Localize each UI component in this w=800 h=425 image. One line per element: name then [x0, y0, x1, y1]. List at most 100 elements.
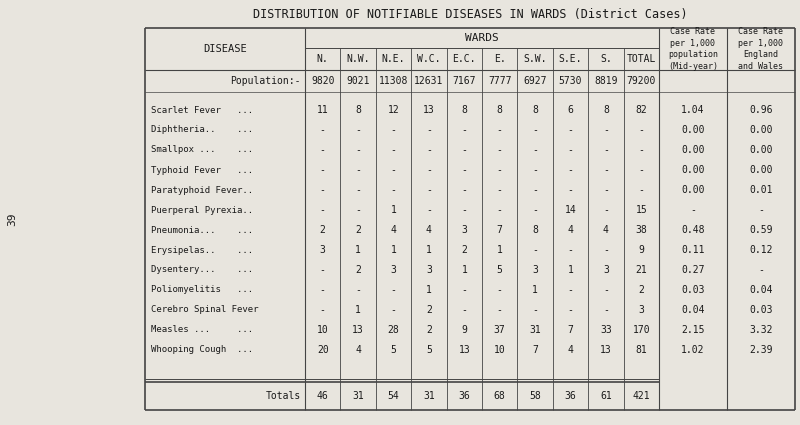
- Text: 0.00: 0.00: [750, 165, 773, 175]
- Text: -: -: [390, 285, 397, 295]
- Text: 1: 1: [390, 245, 397, 255]
- Text: TOTAL: TOTAL: [626, 54, 656, 64]
- Text: 9: 9: [462, 325, 467, 335]
- Text: 2: 2: [462, 245, 467, 255]
- Text: Paratyphoid Fever..: Paratyphoid Fever..: [151, 185, 253, 195]
- Text: -: -: [603, 285, 609, 295]
- Text: 1: 1: [462, 265, 467, 275]
- Text: -: -: [603, 125, 609, 135]
- Text: -: -: [426, 165, 432, 175]
- Text: -: -: [320, 125, 326, 135]
- Text: 9021: 9021: [346, 76, 370, 86]
- Text: 46: 46: [317, 391, 329, 401]
- Text: 13: 13: [423, 105, 434, 115]
- Text: 0.03: 0.03: [682, 285, 705, 295]
- Text: -: -: [355, 185, 361, 195]
- Text: 7: 7: [567, 325, 574, 335]
- Text: 0.11: 0.11: [682, 245, 705, 255]
- Text: 0.59: 0.59: [750, 225, 773, 235]
- Text: -: -: [320, 145, 326, 155]
- Text: 0.04: 0.04: [682, 305, 705, 315]
- Text: -: -: [462, 185, 467, 195]
- Text: 8: 8: [355, 105, 361, 115]
- Text: 3: 3: [320, 245, 326, 255]
- Text: -: -: [355, 145, 361, 155]
- Text: -: -: [497, 285, 502, 295]
- Text: -: -: [320, 185, 326, 195]
- Text: WARDS: WARDS: [465, 33, 499, 43]
- Text: -: -: [355, 205, 361, 215]
- Text: Diphtheria..    ...: Diphtheria.. ...: [151, 125, 253, 134]
- Text: 33: 33: [600, 325, 612, 335]
- Text: -: -: [320, 205, 326, 215]
- Text: 0.00: 0.00: [682, 125, 705, 135]
- Text: 6: 6: [567, 105, 574, 115]
- Text: 1: 1: [567, 265, 574, 275]
- Text: 170: 170: [633, 325, 650, 335]
- Text: 0.00: 0.00: [682, 185, 705, 195]
- Text: 8: 8: [603, 105, 609, 115]
- Text: 68: 68: [494, 391, 506, 401]
- Text: -: -: [426, 125, 432, 135]
- Text: -: -: [532, 305, 538, 315]
- Text: S.W.: S.W.: [523, 54, 547, 64]
- Text: 3: 3: [462, 225, 467, 235]
- Text: -: -: [567, 285, 574, 295]
- Text: 9820: 9820: [311, 76, 334, 86]
- Text: 8819: 8819: [594, 76, 618, 86]
- Text: 4: 4: [567, 225, 574, 235]
- Text: 37: 37: [494, 325, 506, 335]
- Text: 2: 2: [320, 225, 326, 235]
- Text: Case Rate
per 1,000
population
(Mid-year): Case Rate per 1,000 population (Mid-year…: [668, 27, 718, 71]
- Text: E.: E.: [494, 54, 506, 64]
- Text: -: -: [497, 305, 502, 315]
- Text: 1: 1: [355, 245, 361, 255]
- Text: 14: 14: [565, 205, 576, 215]
- Text: 7: 7: [532, 345, 538, 355]
- Text: 3: 3: [638, 305, 644, 315]
- Text: Scarlet Fever   ...: Scarlet Fever ...: [151, 105, 253, 114]
- Text: 81: 81: [635, 345, 647, 355]
- Text: 5730: 5730: [558, 76, 582, 86]
- Text: -: -: [567, 165, 574, 175]
- Text: 31: 31: [423, 391, 434, 401]
- Text: 11308: 11308: [379, 76, 408, 86]
- Text: 21: 21: [635, 265, 647, 275]
- Text: -: -: [462, 125, 467, 135]
- Text: 2: 2: [426, 305, 432, 315]
- Text: 82: 82: [635, 105, 647, 115]
- Text: S.: S.: [600, 54, 612, 64]
- Text: E.C.: E.C.: [453, 54, 476, 64]
- Text: 54: 54: [388, 391, 399, 401]
- Text: 58: 58: [530, 391, 541, 401]
- Text: 4: 4: [426, 225, 432, 235]
- Text: -: -: [638, 165, 644, 175]
- Text: -: -: [497, 185, 502, 195]
- Text: 3.32: 3.32: [750, 325, 773, 335]
- Text: 15: 15: [635, 205, 647, 215]
- Text: 8: 8: [532, 105, 538, 115]
- Text: Totals: Totals: [266, 391, 301, 401]
- Text: -: -: [603, 205, 609, 215]
- Text: -: -: [567, 305, 574, 315]
- Text: -: -: [320, 265, 326, 275]
- Text: -: -: [497, 125, 502, 135]
- Text: S.E.: S.E.: [558, 54, 582, 64]
- Text: 0.04: 0.04: [750, 285, 773, 295]
- Text: 1: 1: [426, 285, 432, 295]
- Text: Population:-: Population:-: [230, 76, 301, 86]
- Text: 36: 36: [565, 391, 576, 401]
- Text: 3: 3: [532, 265, 538, 275]
- Text: 1.02: 1.02: [682, 345, 705, 355]
- Text: -: -: [497, 145, 502, 155]
- Text: -: -: [532, 185, 538, 195]
- Text: Pneumonia...    ...: Pneumonia... ...: [151, 226, 253, 235]
- Text: -: -: [462, 285, 467, 295]
- Text: 5: 5: [390, 345, 397, 355]
- Text: 1: 1: [497, 245, 502, 255]
- Text: 2.39: 2.39: [750, 345, 773, 355]
- Text: Cerebro Spinal Fever: Cerebro Spinal Fever: [151, 306, 258, 314]
- Text: 0.00: 0.00: [750, 145, 773, 155]
- Text: -: -: [497, 205, 502, 215]
- Text: 79200: 79200: [626, 76, 656, 86]
